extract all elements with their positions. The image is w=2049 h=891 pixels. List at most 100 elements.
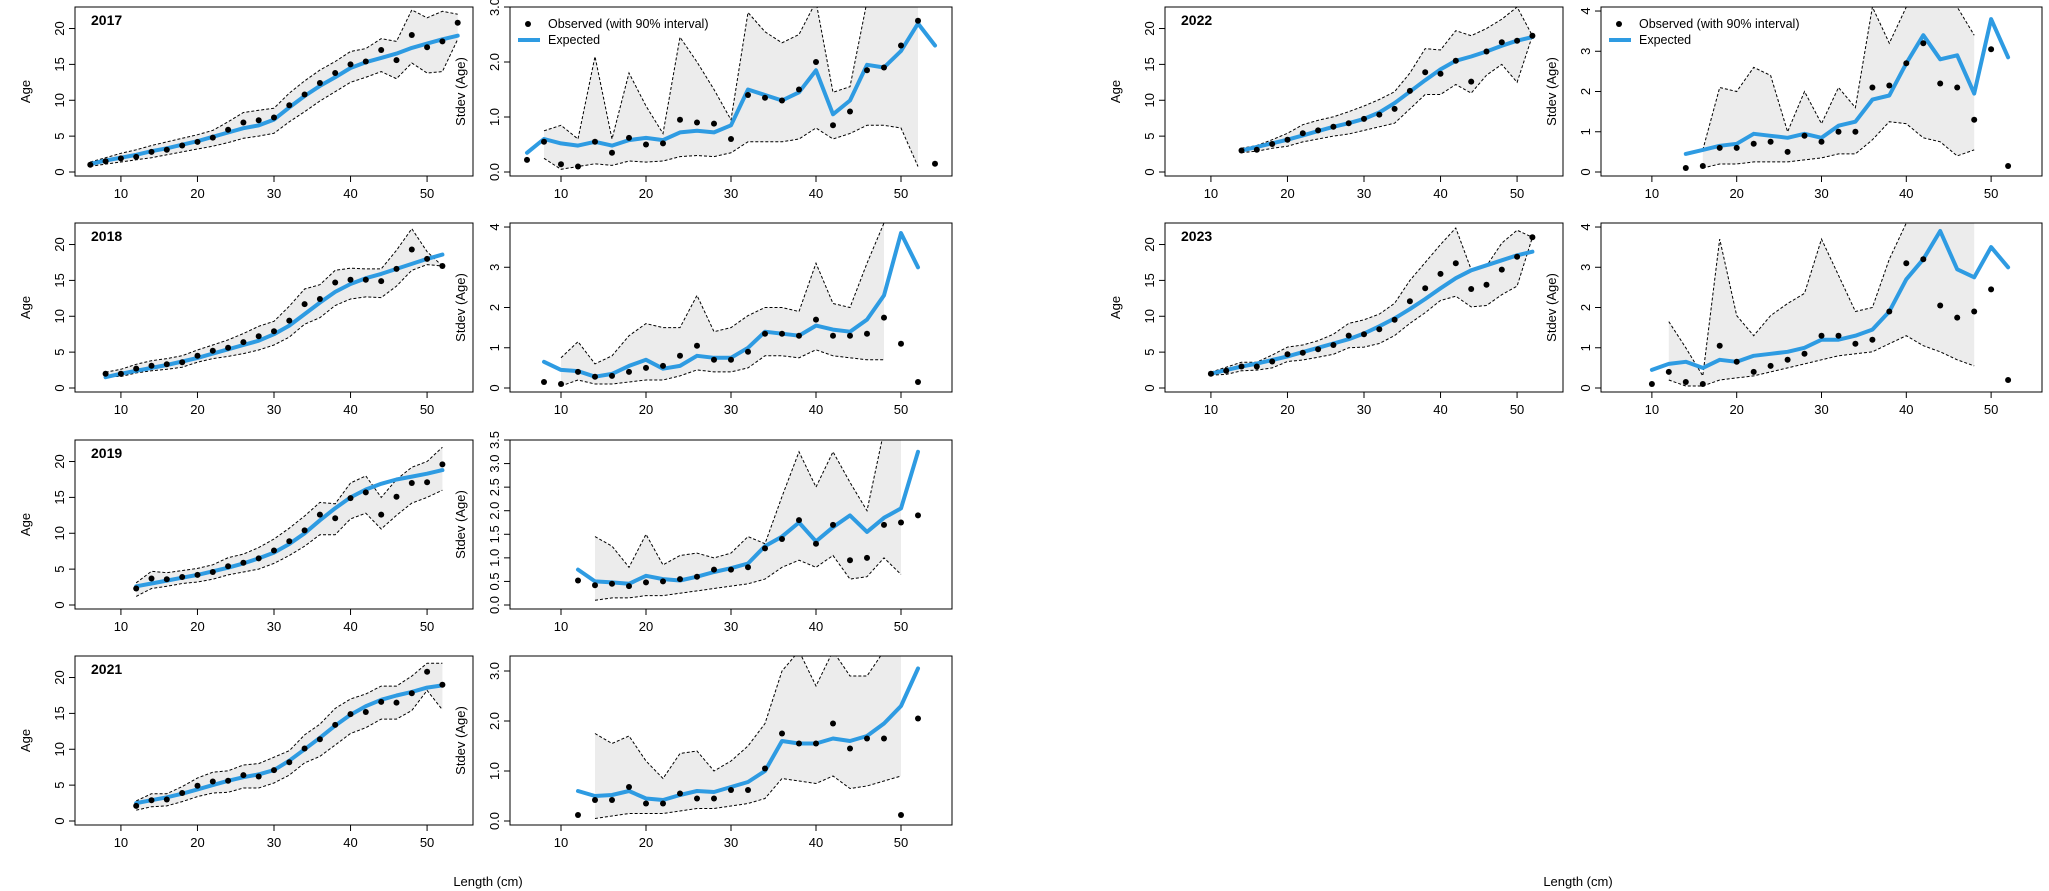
y-tick-label: 1 [1578,128,1593,135]
observed-point [240,339,247,346]
observed-point [378,698,385,705]
panel-2022-mean: 10 20 30 40 50 0 5 10 15 20 Age 2022 [1108,6,1564,201]
observed-point [1238,147,1245,154]
observed-point [864,554,870,561]
y-tick-label: 4 [1578,7,1593,14]
x-tick-label: 40 [343,835,357,850]
plot-area [1238,7,1536,154]
observed-point [1468,286,1475,292]
observed-point [847,332,853,339]
observed-point [711,566,717,573]
legend-expected-label: Expected [548,33,600,47]
interval-band [561,223,884,386]
y-tick-label: 15 [52,706,67,720]
observed-point [830,332,836,339]
plot-area [524,7,938,170]
interval-lower-line [543,124,919,170]
observed-point [728,566,734,573]
y-axis-label: Stdev (Age) [1544,57,1559,126]
observed-point [163,146,170,153]
x-tick-label: 30 [1357,402,1371,417]
legend-observed-label: Observed (with 90% interval) [548,17,708,31]
y-tick-label: 10 [1142,93,1157,107]
interval-upper-line [560,223,885,365]
observed-point [796,332,802,339]
observed-point [133,802,140,809]
year-label: 2023 [1181,228,1212,244]
expected-line [1649,229,2011,372]
interval-band [1210,228,1533,376]
y-tick-label: 0.0 [487,812,502,830]
observed-point [1835,332,1842,339]
interval-upper-line [1210,227,1533,373]
y-tick-label: 2 [1578,88,1593,95]
y-tick-label: 2 [1578,304,1593,311]
observed-point [711,120,717,127]
y-tick-label: 1.0 [487,762,502,780]
y-tick-label: 3 [1578,48,1593,55]
observed-point [1988,286,1995,293]
expected-line [576,449,920,586]
observed-point [163,796,170,803]
panel-2018-sd: 10 20 30 40 50 0 1 2 3 4 Stdev (Age) [453,222,953,417]
y-tick-label: 2.0 [487,712,502,730]
observed-point [301,745,308,752]
y-axis-label: Stdev (Age) [453,57,468,126]
observed-point [1869,336,1876,343]
observed-point [408,32,415,38]
x-tick-label: 40 [1433,402,1447,417]
x-tick-label: 40 [809,402,823,417]
y-tick-label: 0 [1142,384,1157,391]
observed-point [117,370,124,377]
y-tick-label: 5 [1142,133,1157,140]
y-tick-label: 20 [52,237,67,251]
observed-point [209,134,216,141]
observed-point [1733,144,1740,151]
observed-point [779,97,785,104]
interval-upper-line [543,7,867,140]
observed-point [332,515,339,522]
observed-point [408,480,415,486]
observed-point [1422,69,1429,76]
observed-point [592,582,598,589]
observed-point [362,276,369,283]
observed-point [558,161,564,168]
x-axis-label-left: Length (cm) [453,874,522,889]
x-tick-label: 30 [724,402,738,417]
observed-point [1682,379,1689,385]
panel-2023-mean: 10 20 30 40 50 0 5 10 15 20 Age 2023 [1108,222,1564,417]
y-tick-label: 0.0 [487,163,502,181]
interval-band [90,9,458,167]
x-tick-label: 20 [190,402,204,417]
observed-point [898,519,904,526]
observed-point [728,356,734,363]
y-tick-label: 1.0 [487,108,502,126]
observed-point [677,116,683,123]
y-axis-label: Age [1108,296,1123,319]
observed-point [915,715,921,722]
interval-band [595,656,901,819]
interval-lower-line [594,554,902,601]
observed-point [796,86,802,93]
observed-point [1361,331,1367,338]
x-tick-label: 50 [894,835,908,850]
y-tick-label: 0 [1578,384,1593,391]
interval-lower-line [1702,121,1975,169]
observed-point [762,765,768,772]
x-tick-label: 50 [1984,402,1998,417]
observed-point [393,265,400,272]
observed-point [745,787,751,793]
observed-point [711,356,717,363]
observed-point [1886,308,1893,315]
interval-lower-line [1668,335,1975,387]
panel-2022-sd: 10 20 30 40 50 0 1 2 3 4 Stdev (Age) Observed (with… [1544,6,2043,201]
panel-2023-sd: 10 20 30 40 50 0 1 2 3 4 Stdev (Age) [1544,222,2043,417]
observed-point [362,489,369,496]
x-tick-label: 10 [554,619,568,634]
observed-point [378,47,385,53]
expected-line [1208,249,1535,376]
x-tick-label: 10 [1645,402,1659,417]
observed-point [745,564,751,571]
y-tick-label: 4 [1578,223,1593,230]
observed-point [1852,128,1859,135]
